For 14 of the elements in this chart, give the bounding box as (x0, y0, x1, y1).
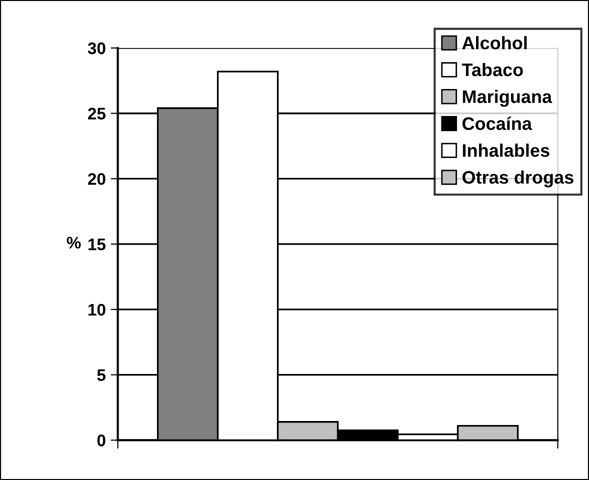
y-tick-label: 25 (88, 108, 106, 120)
y-tick-label: 5 (97, 369, 106, 382)
legend-label: Tabaco (462, 62, 523, 76)
y-tick-label: 30 (88, 42, 106, 54)
legend-label: Alcohol (462, 36, 527, 50)
y-tick-label: 15 (88, 238, 106, 250)
legend-label: Inhalables (462, 144, 550, 157)
y-tick-label: 20 (88, 173, 106, 185)
legend-label: Otras drogas (462, 170, 574, 188)
legend-label: Mariguana (462, 90, 552, 107)
y-tick-label: 10 (88, 304, 106, 316)
legend-label: Cocaína (462, 116, 532, 130)
y-tick-label: 0 (97, 434, 106, 446)
y-axis-title: % (66, 236, 81, 249)
